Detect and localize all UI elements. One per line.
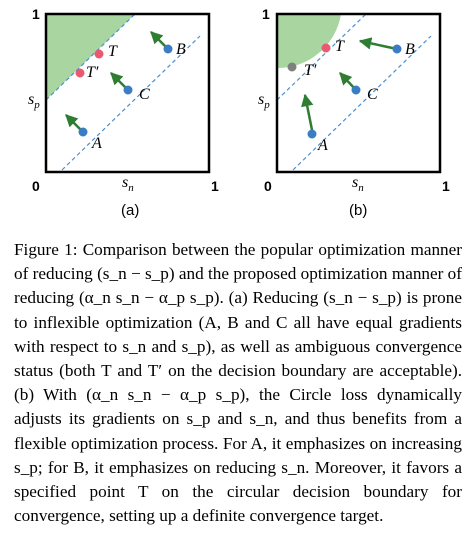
panel-a-point-t: [94, 49, 104, 59]
panel-b-point-c: [351, 85, 361, 95]
figure-svg: T T′ B C A 1 0 1 sn sp (a) T: [28, 6, 450, 219]
figure: T T′ B C A 1 0 1 sn sp (a) T: [0, 0, 474, 230]
panel-b-arrow-a: [301, 93, 314, 131]
panel-a-label-c: C: [139, 86, 150, 103]
panel-b-arrow-b: [358, 37, 398, 51]
panel-a-label-a: A: [91, 135, 102, 152]
panel-a-caption: (a): [121, 202, 139, 219]
panel-a-y-max: 1: [32, 6, 40, 22]
panel-b-y-max: 1: [262, 6, 270, 22]
panel-b-y-label: sp: [258, 91, 270, 111]
panel-b-x-label: sn: [352, 174, 364, 194]
panel-b-label-b: B: [405, 41, 415, 58]
panel-b-label-a: A: [317, 137, 328, 154]
panel-b-point-t: [321, 43, 331, 53]
panel-b-label-t-prime: T′: [304, 62, 317, 79]
panel-a-x-label: sn: [122, 174, 134, 194]
panel-a-point-c: [123, 85, 133, 95]
panel-b-origin: 0: [264, 178, 272, 194]
panel-b-point-a: [307, 129, 317, 139]
figure-caption-text: Comparison between the popular optimizat…: [14, 240, 463, 526]
panel-b: T T′ B C A 1 0 1 sn sp (b): [258, 6, 450, 219]
panel-a: T T′ B C A 1 0 1 sn sp (a): [28, 6, 219, 219]
panel-b-caption: (b): [349, 202, 367, 219]
panel-a-origin: 0: [32, 178, 40, 194]
panel-b-frame: [275, 12, 442, 174]
panel-a-label-t-prime: T′: [86, 64, 99, 81]
panel-b-label-t: T: [335, 38, 345, 55]
panel-a-point-t-prime: [75, 68, 85, 78]
figure-caption: Figure 1: Comparison between the popular…: [14, 238, 462, 528]
panel-b-point-b: [392, 44, 402, 54]
panel-b-x-max: 1: [442, 178, 450, 194]
panel-b-feasible-region: [277, 14, 341, 69]
panel-b-label-c: C: [367, 86, 378, 103]
panel-b-point-t-prime: [287, 62, 297, 72]
figure-caption-label: Figure 1:: [14, 240, 78, 259]
panel-a-point-a: [78, 127, 88, 137]
panel-a-point-b: [163, 44, 173, 54]
panel-a-label-t: T: [108, 43, 118, 60]
panel-a-frame: [44, 12, 211, 174]
panel-a-y-label: sp: [28, 91, 40, 111]
panel-a-label-b: B: [176, 41, 186, 58]
panel-a-x-max: 1: [211, 178, 219, 194]
